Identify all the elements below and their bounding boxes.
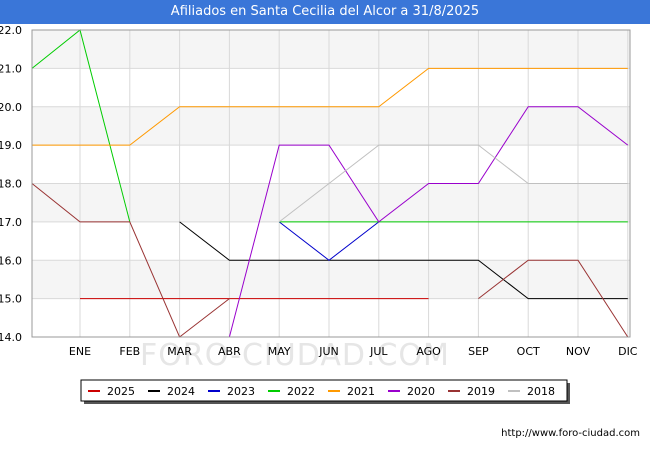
grid-band xyxy=(32,260,630,299)
legend-label-2025: 2025 xyxy=(107,385,135,398)
x-tick-label: OCT xyxy=(517,345,540,358)
legend-label-2022: 2022 xyxy=(287,385,315,398)
plot-frame xyxy=(31,29,631,338)
series-line-2018 xyxy=(278,144,628,223)
title-bar: Afiliados en Santa Cecilia del Alcor a 3… xyxy=(0,0,650,24)
x-tick-label: MAY xyxy=(268,345,291,358)
series-line-2023 xyxy=(278,221,380,261)
x-tick-label: DIC xyxy=(618,345,638,358)
x-tick-label: JUN xyxy=(318,345,339,358)
y-tick-label: 14.0 xyxy=(0,331,22,344)
grid-bands xyxy=(32,30,630,299)
series-lines xyxy=(31,29,629,338)
watermark: FORO-CIUDAD.COM xyxy=(140,338,450,373)
y-tick-label: 18.0 xyxy=(0,178,22,191)
y-axis-ticks: 14.0 15.0 16.0 17.0 18.0 19.0 20.0 21.0 22.0 xyxy=(0,24,22,344)
series-line-2019 xyxy=(478,259,629,338)
x-tick-label: ENE xyxy=(69,345,91,358)
chart-title: Afiliados en Santa Cecilia del Alcor a 3… xyxy=(170,4,480,19)
legend-label-2024: 2024 xyxy=(167,385,195,398)
grid-band xyxy=(32,183,630,222)
x-tick-label: NOV xyxy=(566,345,591,358)
grid-band xyxy=(32,30,630,69)
legend-label-2019: 2019 xyxy=(467,385,495,398)
y-tick-label: 16.0 xyxy=(0,254,22,267)
legend-label-2021: 2021 xyxy=(347,385,375,398)
x-tick-label: MAR xyxy=(167,345,192,358)
legend-label-2023: 2023 xyxy=(227,385,255,398)
legend: 2025 2024 2023 2022 2021 2020 2019 2018 xyxy=(80,379,570,404)
y-tick-label: 19.0 xyxy=(0,139,22,152)
y-tick-label: 15.0 xyxy=(0,293,22,306)
y-tick-label: 17.0 xyxy=(0,216,22,229)
source-url[interactable]: http://www.foro-ciudad.com xyxy=(501,428,640,439)
legend-box xyxy=(80,379,568,402)
series-line-2019 xyxy=(31,183,230,338)
y-tick-label: 21.0 xyxy=(0,62,22,75)
x-tick-label: AGO xyxy=(416,345,441,358)
x-tick-label: JUL xyxy=(369,345,388,358)
series-line-2021 xyxy=(32,67,628,146)
grid-band xyxy=(32,106,630,146)
legend-label-2018: 2018 xyxy=(527,385,555,398)
series-line-2024 xyxy=(179,221,628,300)
series-line-2020 xyxy=(228,106,629,338)
y-tick-label: 22.0 xyxy=(0,24,22,37)
x-tick-label: SEP xyxy=(468,345,489,358)
y-tick-label: 20.0 xyxy=(0,101,22,114)
x-tick-label: FEB xyxy=(119,345,140,358)
legend-label-2020: 2020 xyxy=(407,385,435,398)
x-tick-label: ABR xyxy=(218,345,241,358)
x-axis-ticks: ENE FEB MAR ABR MAY JUN JUL AGO SEP OCT NOV DIC xyxy=(69,345,638,358)
